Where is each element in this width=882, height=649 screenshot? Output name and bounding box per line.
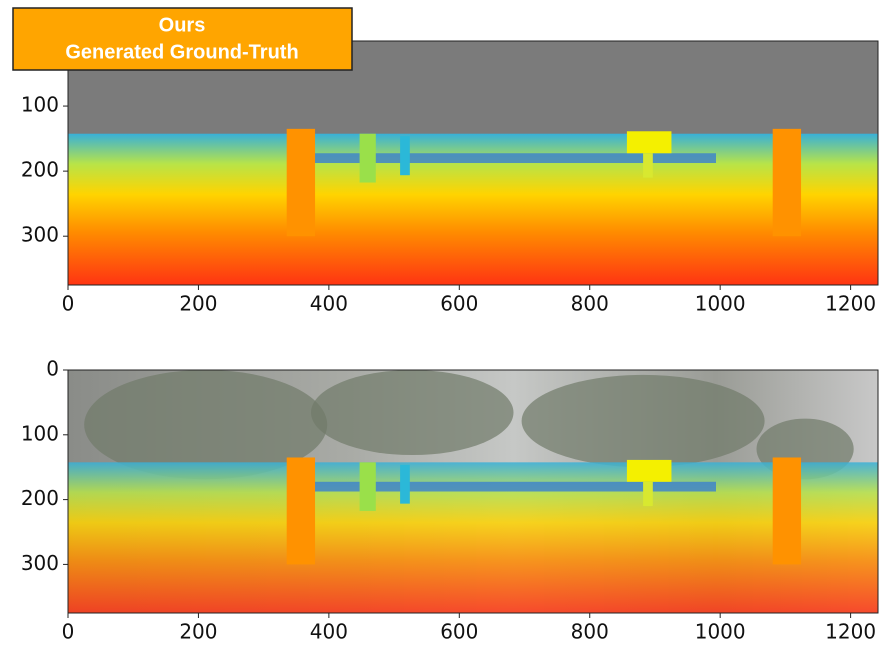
sign-post xyxy=(643,153,653,177)
x-tick-label: 0 xyxy=(62,292,75,316)
label-line: Ours xyxy=(159,14,206,36)
y-tick-label: 100 xyxy=(21,421,59,445)
x-tick-label: 600 xyxy=(440,620,478,644)
pole xyxy=(773,129,801,236)
y-tick-label: 300 xyxy=(21,551,59,575)
x-tick-label: 400 xyxy=(310,292,348,316)
tree-trunk xyxy=(400,465,410,504)
x-tick-label: 0 xyxy=(62,620,75,644)
sign xyxy=(627,131,672,153)
tree-trunk xyxy=(360,462,376,511)
pole xyxy=(287,457,315,564)
y-tick-label: 0 xyxy=(46,357,59,381)
y-tick-label: 200 xyxy=(21,486,59,510)
x-tick-label: 200 xyxy=(179,292,217,316)
label-line: Generated Ground-Truth xyxy=(65,41,298,63)
x-tick-label: 200 xyxy=(179,620,217,644)
x-tick-label: 800 xyxy=(571,292,609,316)
x-tick-label: 1200 xyxy=(825,292,876,316)
y-tick-label: 300 xyxy=(21,223,59,247)
tree xyxy=(311,370,514,455)
sign-post xyxy=(643,482,653,506)
figure: 0200400600800100012001002003000200400600… xyxy=(0,0,882,649)
x-tick-label: 800 xyxy=(571,620,609,644)
x-tick-label: 400 xyxy=(310,620,348,644)
y-tick-label: 100 xyxy=(21,93,59,117)
x-tick-label: 1000 xyxy=(695,292,746,316)
sign xyxy=(627,460,672,482)
tree-trunk xyxy=(360,134,376,183)
pole xyxy=(773,457,801,564)
x-tick-label: 1000 xyxy=(695,620,746,644)
y-tick-label: 200 xyxy=(21,158,59,182)
pole xyxy=(287,129,315,236)
tree-trunk xyxy=(400,136,410,175)
x-tick-label: 1200 xyxy=(825,620,876,644)
x-tick-label: 600 xyxy=(440,292,478,316)
tree xyxy=(522,375,765,467)
